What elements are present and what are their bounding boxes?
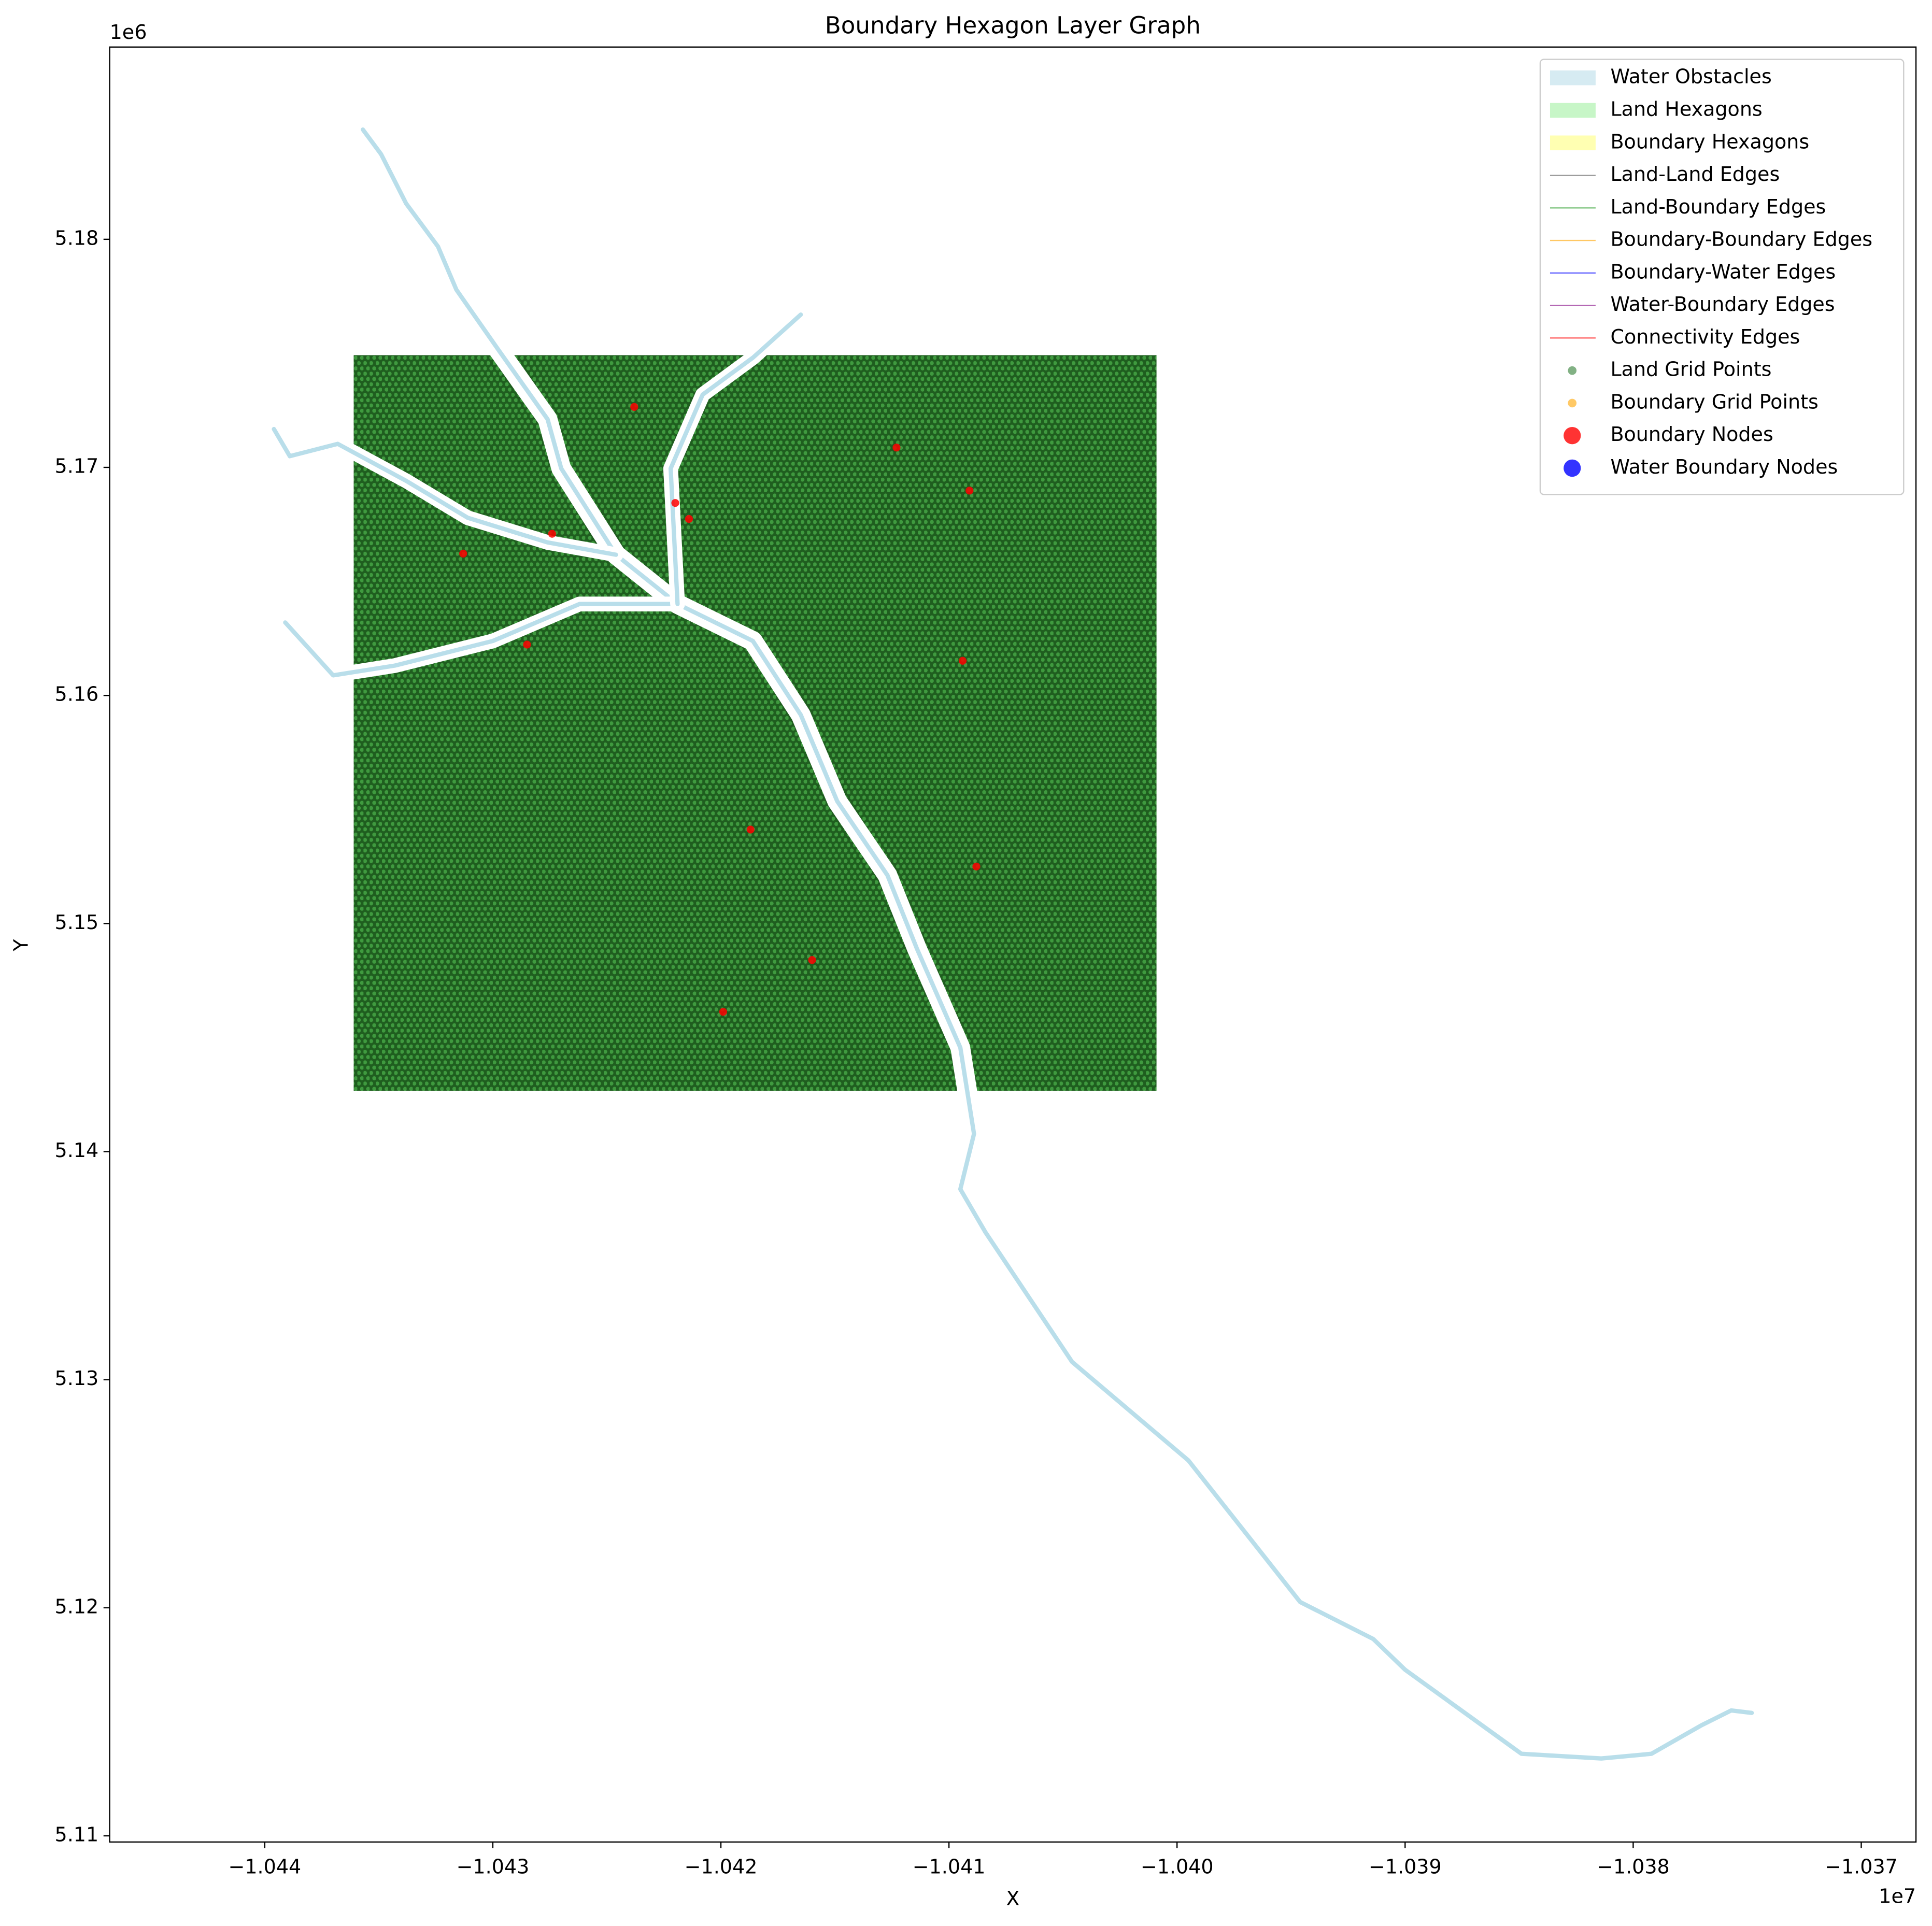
boundary-node (630, 403, 638, 411)
legend: Water Obstacles Land Hexagons Boundary Hex… (1539, 59, 1905, 495)
x-tick-label: −1.042 (685, 1855, 758, 1878)
legend-label: Boundary Nodes (1610, 423, 1773, 446)
y-tick-label: 5.11 (55, 1823, 99, 1846)
boundary-node (685, 515, 693, 523)
x-tick-label: −1.041 (913, 1855, 986, 1878)
chart-title: Boundary Hexagon Layer Graph (825, 12, 1201, 39)
y-axis-label: Y (9, 939, 32, 952)
plot-area (266, 120, 1762, 1768)
y-tick-label: 5.13 (55, 1367, 99, 1390)
legend-label: Land Grid Points (1610, 358, 1771, 381)
x-offset-label: 1e7 (1879, 1885, 1916, 1907)
legend-swatch (1550, 135, 1596, 151)
x-tick-label: −1.044 (228, 1855, 301, 1878)
x-tick-label: −1.038 (1597, 1855, 1670, 1878)
x-tick-label: −1.040 (1141, 1855, 1214, 1878)
x-tick-label: −1.043 (457, 1855, 530, 1878)
y-tick-label: 5.18 (55, 226, 99, 249)
legend-box (1539, 59, 1905, 495)
y-tick-label: 5.14 (55, 1139, 99, 1162)
legend-label: Land-Boundary Edges (1610, 195, 1826, 218)
boundary-node (671, 499, 679, 507)
legend-swatch (1564, 459, 1581, 477)
boundary-node (459, 549, 467, 558)
y-tick-label: 5.15 (55, 911, 99, 934)
legend-label: Land-Land Edges (1610, 163, 1780, 186)
boundary-node (523, 640, 531, 649)
legend-label: Water Boundary Nodes (1610, 455, 1838, 478)
water-obstacle (283, 602, 680, 678)
legend-label: Water-Boundary Edges (1610, 293, 1835, 316)
legend-label: Boundary-Boundary Edges (1610, 228, 1872, 251)
legend-swatch (1550, 103, 1596, 118)
legend-swatch (1550, 70, 1596, 85)
land-grid-points (353, 355, 1157, 1091)
boundary-node (808, 956, 816, 964)
boundary-node (965, 487, 974, 495)
y-tick-label: 5.17 (55, 455, 99, 478)
legend-swatch (1568, 398, 1577, 408)
boundary-node (746, 825, 755, 834)
legend-swatch (1564, 427, 1581, 445)
boundary-node (972, 862, 981, 871)
x-tick-label: −1.037 (1825, 1855, 1898, 1878)
legend-label: Boundary-Water Edges (1610, 260, 1836, 283)
y-offset-label: 1e6 (110, 21, 147, 44)
legend-swatch (1568, 366, 1577, 375)
boundary-node (892, 444, 901, 452)
legend-label: Land Hexagons (1610, 97, 1762, 120)
legend-label: Boundary Grid Points (1610, 390, 1818, 413)
x-tick-label: −1.039 (1369, 1855, 1442, 1878)
legend-label: Connectivity Edges (1610, 325, 1800, 348)
water-obstacle (361, 127, 1754, 1761)
water-obstacle (272, 426, 618, 557)
boundary-node (548, 530, 556, 538)
y-tick-label: 5.12 (55, 1595, 99, 1618)
legend-label: Water Obstacles (1610, 65, 1771, 88)
y-tick-label: 5.16 (55, 683, 99, 706)
plot-frame (109, 46, 1917, 1843)
boundary-node (719, 1008, 728, 1016)
legend-label: Boundary Hexagons (1610, 130, 1809, 153)
boundary-node (958, 657, 967, 665)
x-axis-label: X (1006, 1887, 1019, 1910)
water-obstacle (668, 312, 803, 606)
